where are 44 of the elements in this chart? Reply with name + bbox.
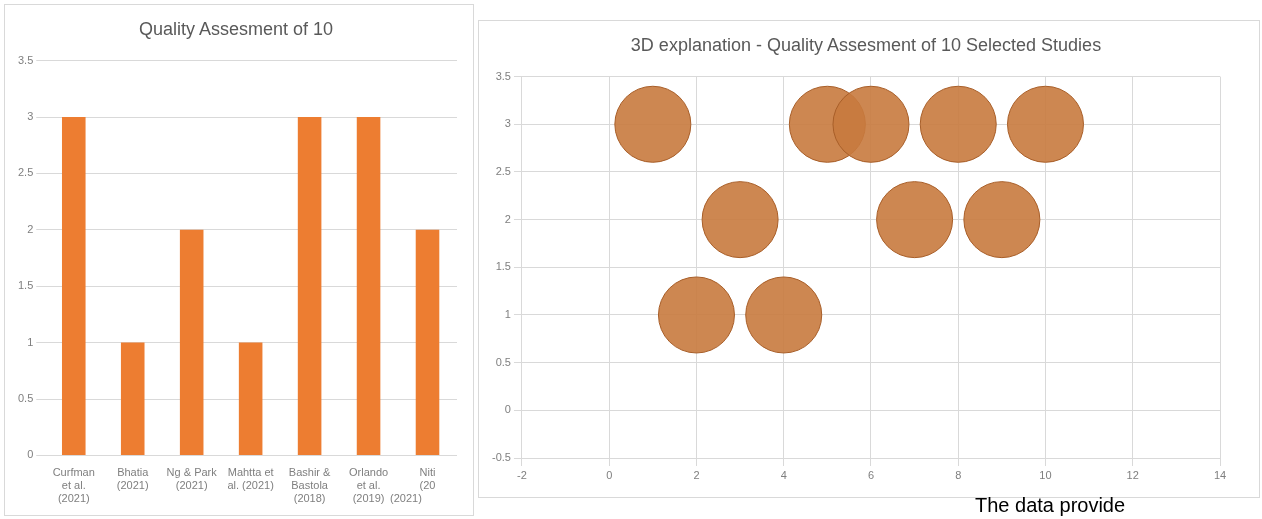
x-tick-label: 14	[1213, 468, 1227, 481]
y-tick-label: 1.5	[495, 260, 511, 273]
bar	[238, 342, 263, 455]
bar	[61, 117, 86, 455]
y-tick-label: 0	[504, 403, 511, 416]
x-tick-label: -2	[517, 468, 527, 481]
x-tick-label: 12	[1126, 468, 1139, 481]
y-tick-label: 3	[27, 110, 34, 123]
y-tick-label: 2	[27, 222, 34, 235]
text: The data provide	[975, 494, 1126, 517]
y-tick-label: 3.5	[495, 69, 511, 82]
x-tick-label: Bhatia (2021)	[116, 466, 150, 492]
y-tick-label: 1	[27, 335, 34, 348]
y-tick-label: 3	[504, 117, 511, 130]
x-tick-label: Ng & Park (2021)	[166, 466, 218, 492]
bar	[415, 229, 440, 455]
y-tick-label: 0	[27, 448, 34, 461]
x-tick-label: Mahtta et al. (2021)	[227, 466, 274, 492]
x-tick-label: 8	[955, 468, 962, 481]
y-tick-label: 0.5	[17, 392, 34, 405]
y-tick-label: 2	[504, 212, 511, 225]
bar	[120, 342, 145, 455]
x-tick-label: Bashir & Bastola (2018)	[288, 466, 332, 505]
y-tick-label: 0.5	[495, 355, 511, 368]
y-tick-label: 2.5	[495, 164, 511, 177]
x-tick-label: 2	[693, 468, 700, 481]
bar	[356, 117, 381, 455]
x-tick-label: Niti (20	[419, 466, 436, 492]
text: (2021)	[390, 492, 422, 504]
bar	[297, 117, 322, 455]
bar	[179, 229, 204, 455]
chart-title: Quality Assesment of 10	[138, 18, 334, 39]
x-tick-label: 4	[780, 468, 787, 481]
x-tick-label: 6	[867, 468, 875, 481]
x-tick-label: 10	[1039, 468, 1052, 481]
y-tick-label: 1	[504, 308, 511, 321]
y-tick-label: 1.5	[17, 279, 34, 292]
y-tick-label: -0.5	[491, 451, 511, 464]
y-tick-label: 2.5	[17, 166, 34, 179]
x-tick-label: 0	[606, 468, 613, 481]
x-tick-label: Orlando et al. (2019)	[348, 466, 389, 505]
y-tick-label: 3.5	[17, 53, 34, 66]
chart-title: 3D explanation - Quality Assesment of 10 Selected Studies	[630, 34, 1102, 55]
x-tick-label: Curfman et al. (2021)	[52, 466, 95, 505]
